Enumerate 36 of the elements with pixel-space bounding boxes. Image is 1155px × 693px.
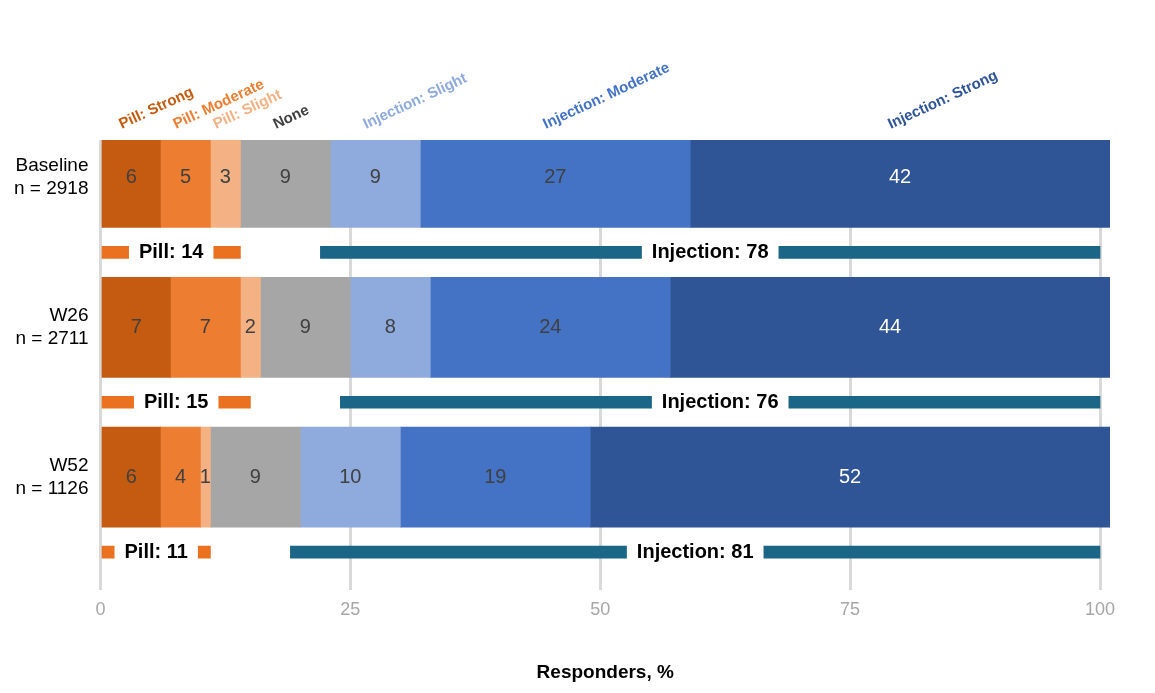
data-label: Pill: 11 (124, 539, 188, 562)
data-label: 6 (125, 164, 137, 187)
data-label: 3 (219, 164, 231, 187)
x-tick-label: 25 (340, 599, 361, 620)
x-tick-label: 0 (95, 599, 106, 620)
x-tick-label: 100 (1084, 599, 1116, 620)
data-label: 2 (244, 314, 256, 337)
data-label: 42 (888, 164, 912, 187)
data-label: Pill: 15 (143, 389, 209, 412)
data-label: 52 (839, 464, 862, 487)
data-label: 8 (384, 314, 396, 337)
data-label: 4 (174, 464, 187, 487)
x-axis-title: Responders, % (536, 660, 674, 682)
data-label: Injection: 78 (651, 239, 769, 262)
data-label: 9 (369, 164, 381, 187)
data-label: 1 (199, 464, 211, 487)
data-label: 44 (878, 314, 902, 337)
x-tick-label: 50 (590, 599, 611, 620)
data-label: 10 (339, 464, 362, 487)
data-label: 9 (299, 314, 311, 337)
data-label: 27 (544, 164, 567, 187)
y-tick-label: Baseline n = 2918 (13, 154, 89, 199)
data-label: 19 (484, 464, 507, 487)
x-tick-label: 75 (840, 599, 861, 620)
y-tick-label: W52 n = 1126 (15, 454, 89, 498)
data-label: 7 (130, 314, 142, 337)
y-tick-label: W26 n = 2711 (15, 304, 89, 348)
data-label: 9 (249, 464, 261, 487)
data-label: 24 (539, 314, 562, 337)
data-label: 9 (279, 164, 291, 187)
data-label: Pill: 14 (138, 239, 205, 262)
data-label: Injection: 76 (661, 389, 779, 412)
data-label: 5 (179, 164, 192, 187)
data-label: Injection: 81 (636, 539, 754, 562)
data-label: 6 (125, 464, 137, 487)
data-label: 7 (199, 314, 211, 337)
